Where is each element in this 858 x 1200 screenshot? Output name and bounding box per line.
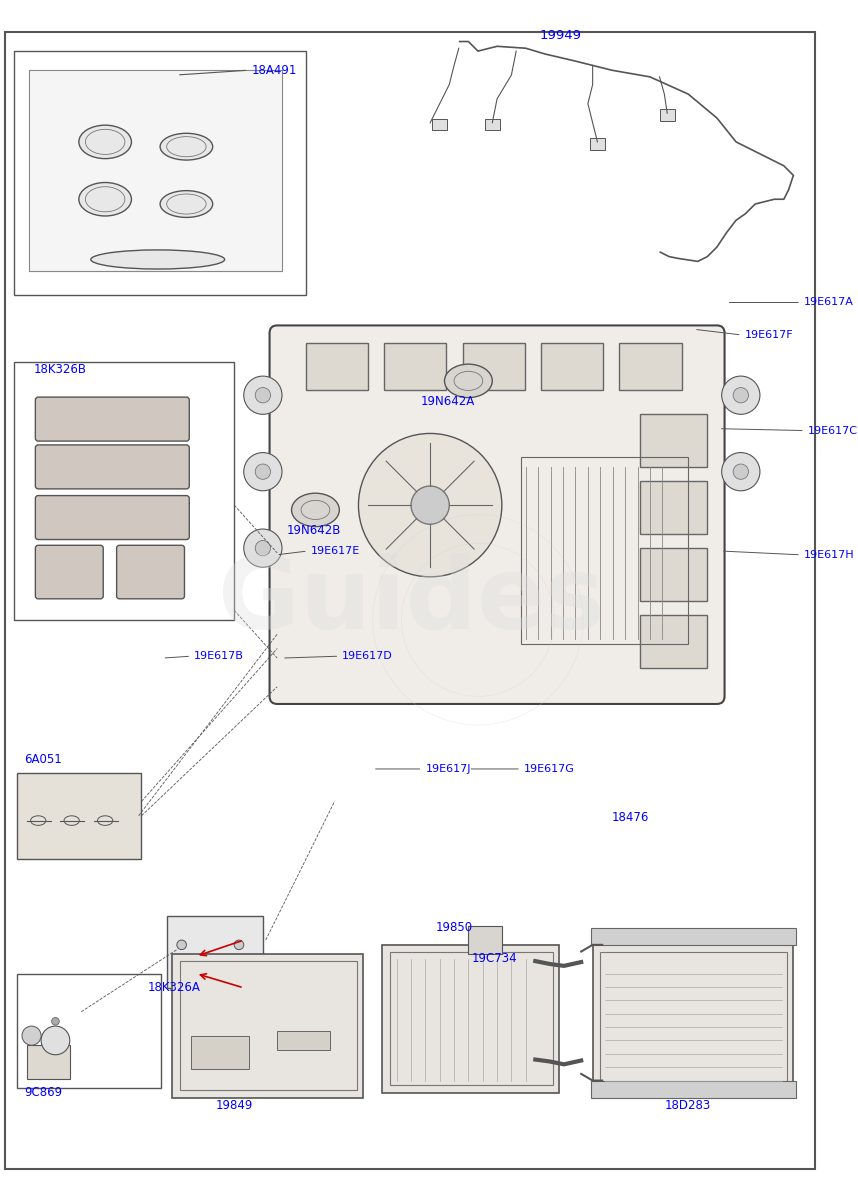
Circle shape	[244, 376, 282, 414]
Text: 9C869: 9C869	[24, 1086, 62, 1099]
Text: 19E617A: 19E617A	[804, 298, 854, 307]
FancyBboxPatch shape	[117, 545, 184, 599]
Circle shape	[734, 388, 748, 403]
Text: Guides: Guides	[218, 552, 604, 649]
Bar	[593, 944, 794, 1093]
Circle shape	[255, 388, 270, 403]
Circle shape	[411, 486, 450, 524]
FancyBboxPatch shape	[35, 397, 190, 442]
Bar	[15, 361, 234, 620]
Text: 18D283: 18D283	[665, 1099, 711, 1112]
Circle shape	[177, 940, 186, 949]
Ellipse shape	[91, 250, 225, 269]
Bar	[17, 773, 142, 859]
Ellipse shape	[41, 1026, 69, 1055]
Text: 19E617C: 19E617C	[807, 426, 858, 436]
Text: 19E617J: 19E617J	[426, 764, 471, 774]
Bar	[167, 916, 263, 988]
Circle shape	[722, 376, 760, 414]
Bar	[468, 925, 502, 954]
Bar	[179, 961, 357, 1090]
Bar	[660, 109, 675, 121]
Text: 19N642A: 19N642A	[420, 395, 474, 408]
Circle shape	[255, 464, 270, 479]
FancyBboxPatch shape	[35, 445, 190, 488]
Bar	[17, 973, 160, 1088]
Bar	[591, 928, 796, 944]
Ellipse shape	[292, 493, 340, 527]
Text: 19E617G: 19E617G	[524, 764, 575, 774]
Circle shape	[22, 1026, 41, 1045]
Circle shape	[734, 464, 748, 479]
Text: 6A051: 6A051	[24, 754, 62, 767]
Ellipse shape	[160, 191, 213, 217]
Ellipse shape	[79, 182, 131, 216]
Text: 19N642B: 19N642B	[287, 524, 341, 536]
Circle shape	[722, 452, 760, 491]
Text: 19949: 19949	[539, 29, 581, 42]
Bar	[521, 457, 688, 643]
Text: 19E617H: 19E617H	[804, 550, 855, 560]
Text: 19E617B: 19E617B	[194, 652, 244, 661]
Bar	[384, 343, 446, 390]
Bar	[591, 1080, 796, 1098]
Bar	[27, 1045, 69, 1079]
Circle shape	[51, 1018, 59, 1025]
Bar	[485, 119, 500, 131]
Bar	[383, 944, 559, 1093]
Text: 18K326A: 18K326A	[148, 980, 201, 994]
Text: 18A491: 18A491	[251, 64, 297, 77]
Bar	[432, 119, 447, 131]
FancyBboxPatch shape	[35, 496, 190, 540]
Bar	[589, 138, 605, 150]
Bar	[191, 1036, 249, 1069]
Text: 19850: 19850	[436, 920, 473, 934]
Text: 19E617D: 19E617D	[342, 652, 393, 661]
Circle shape	[177, 968, 186, 978]
Circle shape	[234, 940, 244, 949]
Bar	[462, 343, 525, 390]
Bar	[601, 952, 787, 1085]
Circle shape	[234, 968, 244, 978]
Bar	[172, 954, 363, 1098]
Circle shape	[359, 433, 502, 577]
Text: 19849: 19849	[215, 1099, 253, 1112]
Text: 18476: 18476	[612, 810, 650, 823]
Bar	[277, 1031, 329, 1050]
FancyBboxPatch shape	[269, 325, 724, 704]
Text: 19E617E: 19E617E	[311, 546, 360, 556]
Bar	[306, 343, 368, 390]
Bar	[15, 52, 306, 295]
Bar	[640, 616, 707, 667]
FancyBboxPatch shape	[35, 545, 103, 599]
Bar	[390, 952, 553, 1085]
Circle shape	[244, 452, 282, 491]
Bar	[640, 481, 707, 534]
Text: 19C734: 19C734	[471, 952, 517, 965]
Ellipse shape	[444, 364, 492, 397]
Bar	[640, 414, 707, 467]
Ellipse shape	[160, 133, 213, 160]
Ellipse shape	[79, 125, 131, 158]
Polygon shape	[28, 71, 282, 271]
Circle shape	[244, 529, 282, 568]
Circle shape	[255, 540, 270, 556]
Text: 18K326B: 18K326B	[33, 362, 87, 376]
Text: 19E617F: 19E617F	[745, 330, 794, 340]
Bar	[541, 343, 603, 390]
Bar	[619, 343, 681, 390]
Bar	[640, 548, 707, 601]
